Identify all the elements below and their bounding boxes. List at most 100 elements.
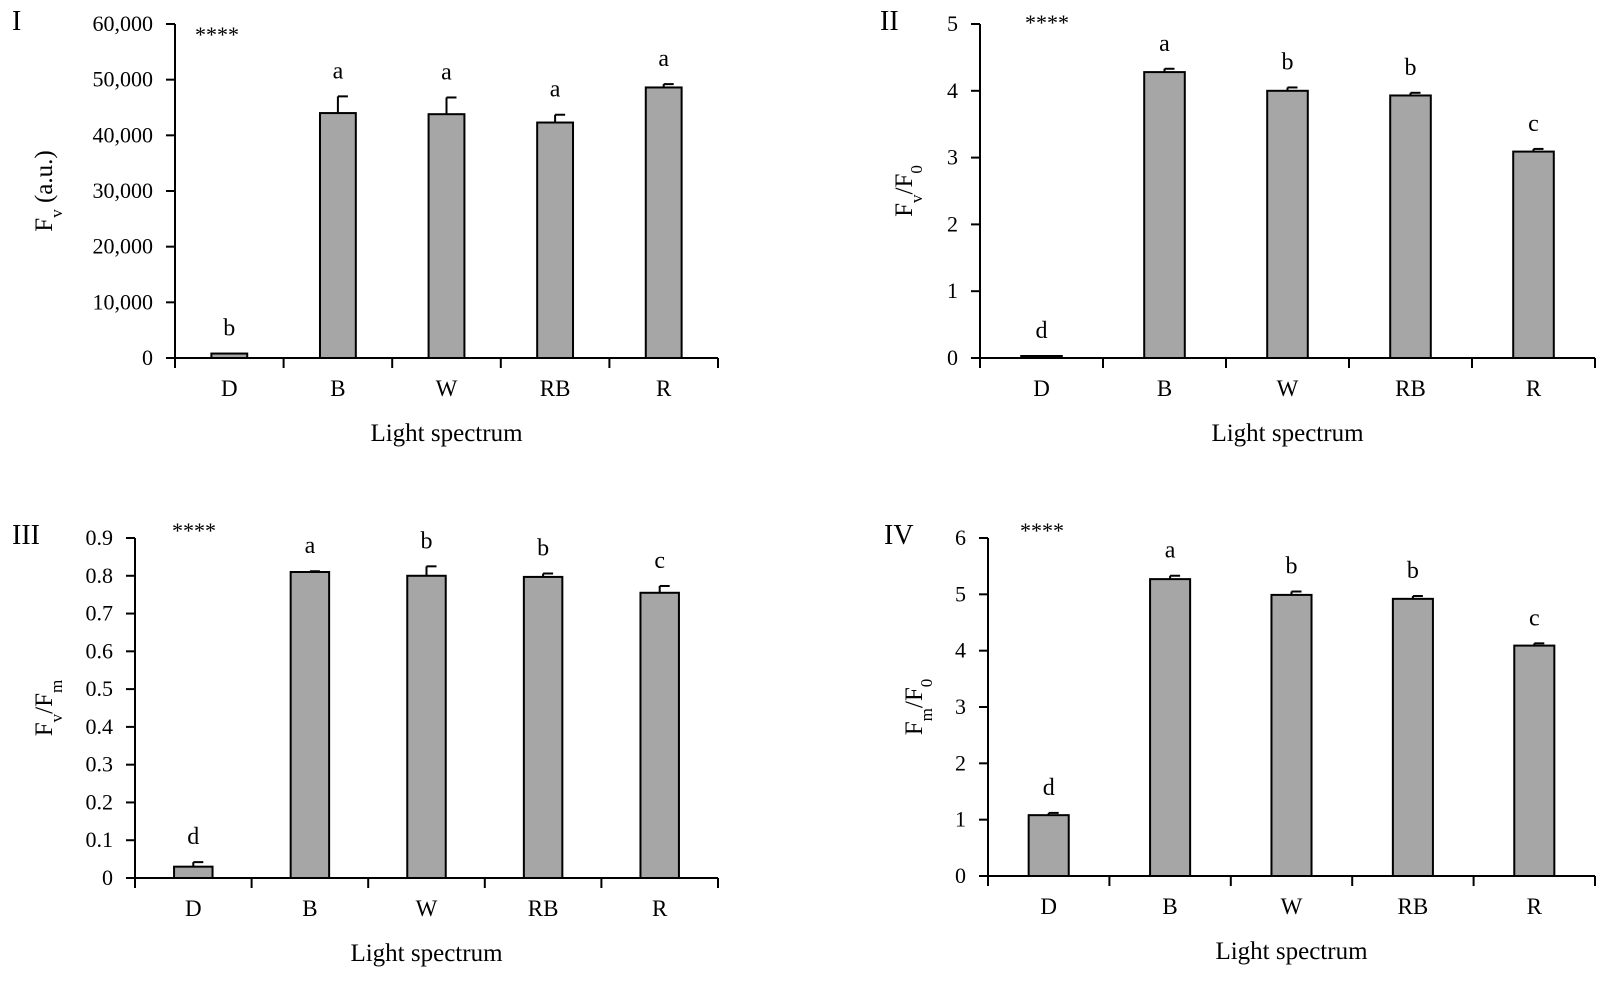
letter-label-RB: a (550, 77, 561, 103)
letter-label-D: d (1043, 775, 1055, 801)
x-axis-title: Light spectrum (1211, 420, 1364, 447)
bar-RB (1391, 597, 1434, 878)
bar-R (644, 86, 683, 360)
letter-label-W: b (1282, 49, 1294, 75)
y-tick-label: 60,000 (93, 11, 154, 36)
significance-label: **** (195, 22, 239, 47)
x-category-label-RB: RB (528, 896, 559, 921)
panel-label: I (12, 6, 21, 37)
y-tick-label: 5 (947, 11, 958, 36)
bar-B (1143, 71, 1186, 359)
y-tick-label: 5 (955, 581, 966, 606)
bar-W (406, 574, 447, 879)
x-category-label-B: B (302, 896, 317, 921)
x-category-label-RB: RB (1398, 894, 1429, 919)
y-axis-title: Fv/F0 (891, 165, 926, 217)
panel-label: III (12, 520, 40, 551)
letter-label-D: d (187, 824, 199, 850)
significance-label: **** (1025, 10, 1069, 35)
x-category-label-R: R (1527, 894, 1543, 919)
letter-label-B: a (1165, 538, 1176, 564)
panel-label: IV (884, 520, 914, 551)
significance-label: **** (172, 518, 216, 543)
y-tick-label: 2 (955, 750, 966, 775)
y-tick-label: 0.6 (86, 638, 114, 663)
significance-label: **** (1020, 518, 1064, 543)
y-tick-label: 0.3 (86, 752, 114, 777)
panel-II: 0 1 2 3 4 5 d Da Bb Wb RB c R Light spectrum Fv/F0 II **… (880, 6, 1596, 447)
letter-label-RB: b (537, 536, 549, 562)
x-category-label-B: B (1157, 376, 1172, 401)
bar-R (639, 591, 680, 879)
x-category-label-W: W (436, 376, 458, 401)
bar-D (1027, 814, 1070, 877)
bar-W (1270, 593, 1313, 877)
y-tick-label: 10,000 (93, 289, 154, 314)
x-category-label-B: B (1162, 894, 1177, 919)
y-tick-label: 0.8 (86, 563, 114, 588)
x-category-label-D: D (185, 896, 202, 921)
y-tick-label: 0.2 (86, 789, 114, 814)
letter-label-B: a (333, 58, 344, 84)
bar-RB (522, 575, 564, 880)
x-category-label-D: D (221, 376, 238, 401)
y-tick-label: 4 (947, 78, 958, 103)
y-tick-label: 3 (947, 145, 958, 170)
y-tick-label: 0.7 (86, 601, 114, 626)
y-tick-label: 6 (955, 525, 966, 550)
bar-W (1266, 89, 1309, 360)
panel-IV: 0 1 2 3 4 5 6 d Da Bb Wb RB c R Light spectrum Fm/F0 IV *… (884, 518, 1596, 965)
x-category-label-R: R (656, 376, 672, 401)
y-tick-label: 40,000 (93, 122, 154, 147)
x-category-label-RB: RB (1395, 376, 1426, 401)
bar-D (173, 865, 214, 880)
y-tick-label: 0 (142, 345, 153, 370)
letter-label-R: c (1528, 111, 1539, 137)
bar-RB (1389, 94, 1432, 359)
y-tick-label: 20,000 (93, 234, 154, 259)
y-tick-label: 1 (955, 807, 966, 832)
panel-I: 0 10,000 20,000 30,000 40,000 50,000 60,000 b Da… (12, 6, 719, 447)
y-tick-label: 50,000 (93, 67, 154, 92)
bar-B (318, 112, 357, 359)
letter-label-D: b (223, 316, 235, 342)
x-category-label-R: R (652, 896, 668, 921)
y-tick-label: 0 (955, 863, 966, 888)
y-axis-title: Fv/Fm (31, 680, 66, 737)
y-tick-label: 4 (955, 638, 966, 663)
bar-D (1020, 354, 1063, 360)
bar-B (289, 571, 331, 879)
y-tick-label: 30,000 (93, 178, 154, 203)
y-tick-label: 0 (102, 865, 113, 890)
panel-III: 0 0.1 0.2 0.3 0.4 0.5 0.6 0.7 0.8 0.9 d Da Bb Wb RB c R L… (12, 518, 719, 967)
letter-label-RB: b (1407, 558, 1419, 584)
panel-label: II (880, 6, 899, 37)
letter-label-R: c (1529, 605, 1540, 631)
x-category-label-B: B (330, 376, 345, 401)
x-category-label-RB: RB (540, 376, 571, 401)
bar-R (1512, 150, 1555, 359)
letter-label-B: a (305, 533, 316, 559)
y-tick-label: 0.5 (86, 676, 114, 701)
letter-label-R: c (654, 548, 665, 574)
x-category-label-W: W (416, 896, 438, 921)
y-axis-title: Fv (a.u.) (31, 150, 66, 231)
bar-D (210, 352, 249, 359)
x-category-label-W: W (1281, 894, 1303, 919)
letter-label-R: a (658, 46, 669, 72)
bar-W (427, 113, 466, 360)
bar-R (1513, 644, 1556, 878)
x-axis-title: Light spectrum (350, 940, 503, 967)
x-category-label-R: R (1526, 376, 1542, 401)
letter-label-B: a (1159, 31, 1170, 57)
x-category-label-D: D (1033, 376, 1050, 401)
y-tick-label: 0.9 (86, 525, 114, 550)
x-axis-title: Light spectrum (370, 420, 523, 447)
letter-label-W: b (1286, 554, 1298, 580)
x-category-label-D: D (1040, 894, 1057, 919)
y-axis-title: Fm/F0 (901, 679, 936, 736)
bar-B (1149, 578, 1192, 878)
y-tick-label: 2 (947, 211, 958, 236)
y-tick-label: 0.4 (86, 714, 114, 739)
